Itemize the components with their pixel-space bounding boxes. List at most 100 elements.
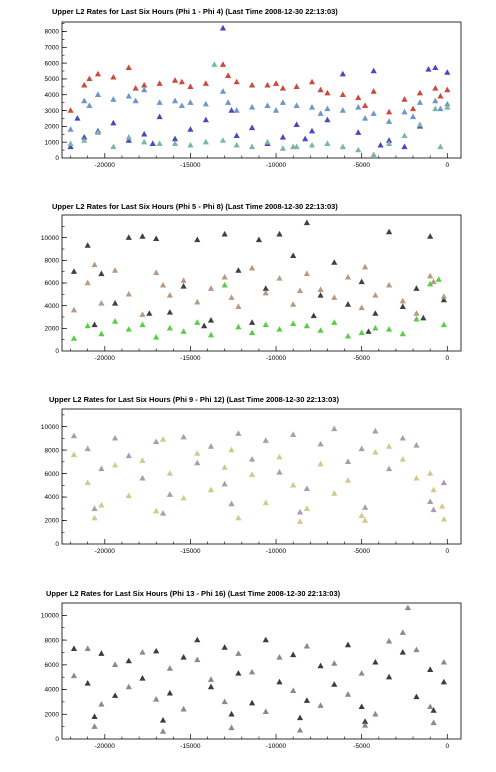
x-tick-label: -15000 xyxy=(180,355,201,362)
data-point-series-2 xyxy=(125,683,132,690)
data-point-series-2 xyxy=(187,99,194,105)
data-point-series-3 xyxy=(432,64,439,71)
data-point-series-2 xyxy=(413,474,420,481)
data-point-series-2 xyxy=(221,273,228,280)
data-point-series-3 xyxy=(385,137,393,143)
data-point-series-4 xyxy=(211,61,218,67)
data-point-series-4 xyxy=(264,138,271,145)
data-point-series-1 xyxy=(171,77,179,83)
data-point-series-2 xyxy=(372,449,379,455)
data-point-series-1 xyxy=(262,285,269,291)
data-point-series-2 xyxy=(404,604,412,611)
data-point-series-1 xyxy=(202,80,209,86)
data-point-series-1 xyxy=(303,219,310,226)
data-point-series-2 xyxy=(180,705,187,712)
data-point-series-4 xyxy=(385,140,393,146)
data-point-series-1 xyxy=(308,78,316,85)
chart-title: Upper L2 Rates for Last Six Hours (Phi 1… xyxy=(46,589,341,598)
chart-panel-phi-1-4: Upper L2 Rates for Last Six Hours (Phi 1… xyxy=(0,0,496,193)
data-point-series-3 xyxy=(98,330,105,337)
data-point-series-2 xyxy=(276,275,283,281)
y-tick-label: 6000 xyxy=(45,280,60,287)
data-point-series-1 xyxy=(98,465,105,472)
data-point-series-2 xyxy=(290,687,297,693)
data-point-series-1 xyxy=(344,458,352,465)
chart-title: Upper L2 Rates for Last Six Hours (Phi 5… xyxy=(52,202,338,211)
data-point-series-1 xyxy=(324,89,331,96)
data-point-series-1 xyxy=(362,102,369,109)
data-point-series-3 xyxy=(324,116,331,123)
data-point-series-2 xyxy=(385,118,393,124)
data-point-series-2 xyxy=(81,97,88,104)
data-point-series-1 xyxy=(279,85,287,91)
x-tick-label: -20000 xyxy=(95,355,116,362)
data-point-series-2 xyxy=(317,460,324,467)
data-point-series-1 xyxy=(409,105,417,112)
data-point-series-2 xyxy=(70,672,78,679)
x-tick-label: 0 xyxy=(445,548,449,555)
data-point-series-2 xyxy=(84,645,91,651)
data-point-series-1 xyxy=(362,504,369,510)
data-point-series-2 xyxy=(67,126,74,132)
data-point-series-2 xyxy=(440,515,447,522)
data-point-series-1 xyxy=(331,425,338,432)
data-point-series-3 xyxy=(279,134,287,140)
data-point-series-2 xyxy=(296,726,304,733)
data-point-series-1 xyxy=(344,641,352,648)
data-point-series-3 xyxy=(194,319,201,325)
data-point-series-1 xyxy=(385,673,393,680)
data-point-series-2 xyxy=(221,698,228,705)
data-point-series-1 xyxy=(310,312,317,319)
data-point-series-2 xyxy=(235,514,242,521)
x-tick-label: 0 xyxy=(445,743,449,750)
data-point-series-2 xyxy=(84,479,91,486)
data-point-series-2 xyxy=(125,290,132,297)
data-point-series-2 xyxy=(248,471,256,477)
data-point-series-2 xyxy=(331,294,338,300)
y-tick-label: 0 xyxy=(55,541,59,548)
data-point-series-3 xyxy=(187,126,194,132)
data-point-series-2 xyxy=(110,96,117,102)
data-point-series-3 xyxy=(401,143,408,150)
data-point-series-1 xyxy=(416,89,424,96)
data-point-series-4 xyxy=(416,121,424,127)
data-point-series-1 xyxy=(444,86,451,93)
data-point-series-1 xyxy=(317,440,324,447)
data-point-series-1 xyxy=(125,657,132,664)
data-point-series-2 xyxy=(70,306,78,313)
data-point-series-1 xyxy=(166,491,173,497)
data-point-series-1 xyxy=(248,699,256,706)
data-point-series-3 xyxy=(207,331,215,338)
data-point-series-2 xyxy=(228,724,235,731)
data-point-series-1 xyxy=(98,270,105,277)
data-point-series-3 xyxy=(290,320,297,326)
data-point-series-2 xyxy=(362,263,369,270)
x-tick-label: 0 xyxy=(445,355,449,362)
data-point-series-2 xyxy=(225,99,232,105)
y-tick-label: 0 xyxy=(55,348,59,355)
data-point-series-2 xyxy=(430,486,437,493)
data-point-series-1 xyxy=(372,310,379,316)
data-point-series-2 xyxy=(303,270,310,277)
data-point-series-2 xyxy=(308,103,316,110)
data-point-series-1 xyxy=(166,689,173,696)
data-point-series-3 xyxy=(377,141,384,148)
x-tick-label: -20000 xyxy=(95,162,116,169)
data-point-series-1 xyxy=(225,72,232,78)
data-point-series-2 xyxy=(339,107,346,113)
data-point-series-4 xyxy=(187,141,194,148)
data-point-series-1 xyxy=(235,267,242,273)
data-point-series-2 xyxy=(399,456,406,462)
data-point-series-3 xyxy=(219,24,227,31)
data-point-series-3 xyxy=(125,137,132,143)
data-point-series-2 xyxy=(276,654,283,660)
data-point-series-3 xyxy=(344,332,352,339)
data-point-series-2 xyxy=(427,703,434,710)
data-point-series-4 xyxy=(110,143,117,150)
data-point-series-4 xyxy=(290,143,297,150)
data-point-series-4 xyxy=(202,138,209,145)
data-point-series-1 xyxy=(228,710,235,717)
y-tick-label: 4000 xyxy=(45,494,60,501)
data-point-series-4 xyxy=(401,132,408,139)
y-tick-label: 5000 xyxy=(45,76,60,83)
